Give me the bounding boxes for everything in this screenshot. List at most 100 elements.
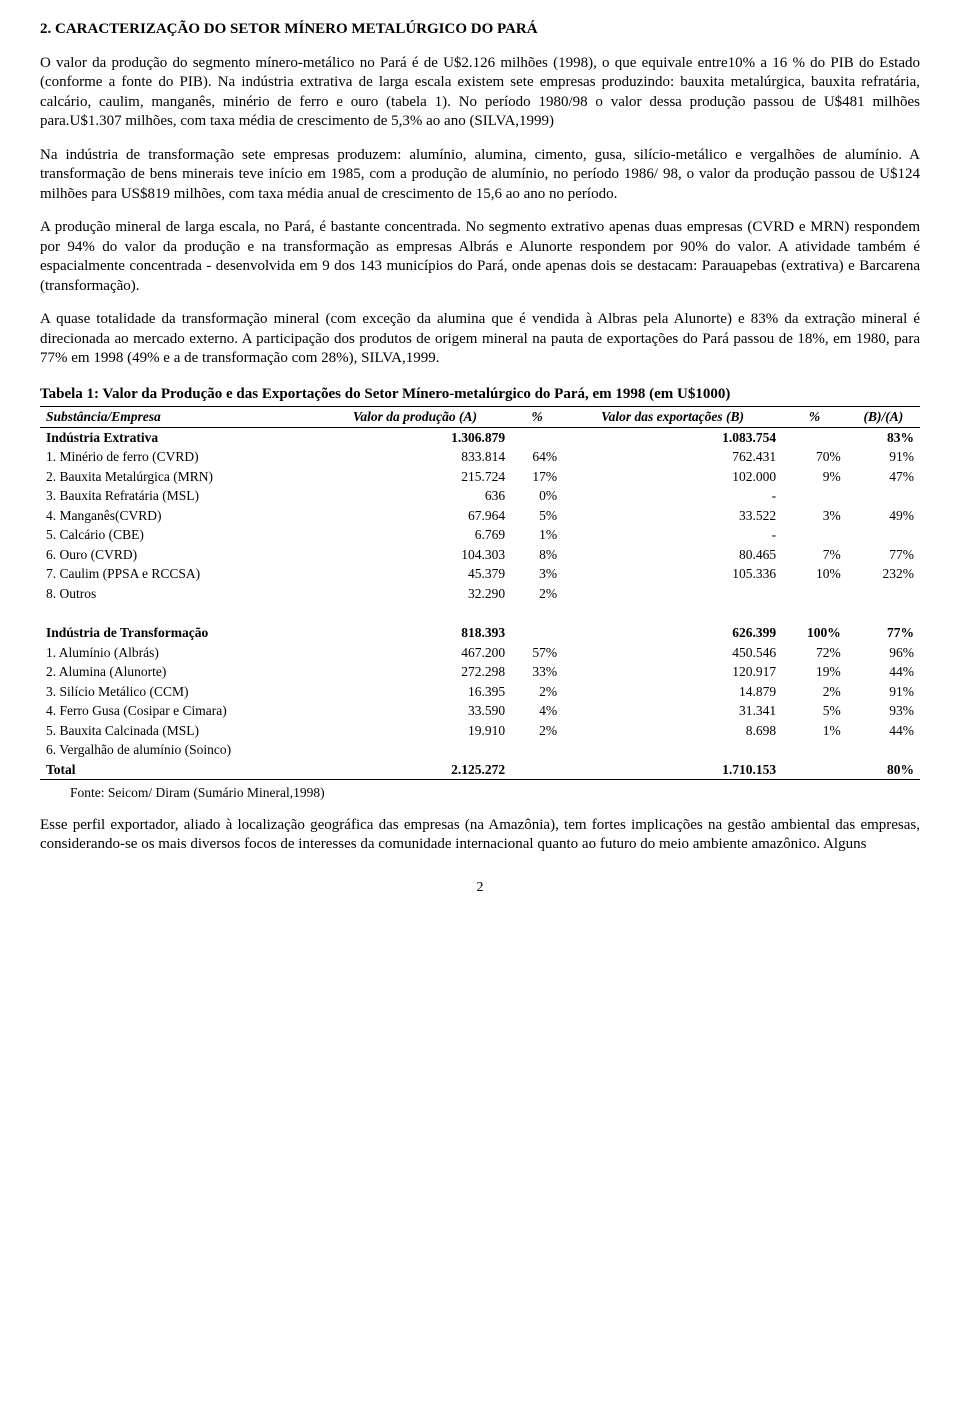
cell-ratio: 232% <box>847 564 920 584</box>
paragraph-5: Esse perfil exportador, aliado à localiz… <box>40 816 920 855</box>
cell-ratio: 44% <box>847 721 920 741</box>
group-label: Indústria Extrativa <box>40 427 319 447</box>
cell-pct-a: 1% <box>511 525 563 545</box>
cell-name: 6. Vergalhão de alumínio (Soinco) <box>40 740 319 760</box>
cell-name: 1. Alumínio (Albrás) <box>40 643 319 663</box>
cell-name: 3. Silício Metálico (CCM) <box>40 682 319 702</box>
cell-pct-a: 2% <box>511 584 563 604</box>
cell-pct-b <box>782 740 847 760</box>
cell-pct-a: 17% <box>511 467 563 487</box>
cell-val-a: 32.290 <box>319 584 511 604</box>
group-val-b: 1.083.754 <box>563 427 782 447</box>
cell-name: 2. Alumina (Alunorte) <box>40 662 319 682</box>
cell-val-b: 105.336 <box>563 564 782 584</box>
cell-pct-a: 2% <box>511 682 563 702</box>
paragraph-2: Na indústria de transformação sete empre… <box>40 146 920 205</box>
cell-ratio: 93% <box>847 701 920 721</box>
cell-val-b: 102.000 <box>563 467 782 487</box>
table-header-row: Substância/Empresa Valor da produção (A)… <box>40 407 920 428</box>
cell-ratio: 47% <box>847 467 920 487</box>
cell-pct-a: 0% <box>511 486 563 506</box>
total-row: Total 2.125.272 1.710.153 80% <box>40 760 920 780</box>
cell-val-a: 19.910 <box>319 721 511 741</box>
cell-pct-b: 7% <box>782 545 847 565</box>
cell-val-a: 272.298 <box>319 662 511 682</box>
total-val-a: 2.125.272 <box>319 760 511 780</box>
cell-name: 6. Ouro (CVRD) <box>40 545 319 565</box>
cell-name: 5. Bauxita Calcinada (MSL) <box>40 721 319 741</box>
section-title: 2. CARACTERIZAÇÃO DO SETOR MÍNERO METALÚ… <box>40 20 920 40</box>
col-header-substance: Substância/Empresa <box>40 407 319 428</box>
cell-val-a: 467.200 <box>319 643 511 663</box>
cell-val-a: 636 <box>319 486 511 506</box>
cell-ratio <box>847 525 920 545</box>
cell-pct-b: 10% <box>782 564 847 584</box>
cell-val-a: 6.769 <box>319 525 511 545</box>
cell-ratio: 44% <box>847 662 920 682</box>
total-ratio: 80% <box>847 760 920 780</box>
cell-val-a: 833.814 <box>319 447 511 467</box>
paragraph-4: A quase totalidade da transformação mine… <box>40 310 920 369</box>
cell-val-b: - <box>563 525 782 545</box>
cell-name: 7. Caulim (PPSA e RCCSA) <box>40 564 319 584</box>
cell-val-b <box>563 740 782 760</box>
cell-val-a: 104.303 <box>319 545 511 565</box>
cell-val-b: 8.698 <box>563 721 782 741</box>
col-header-pct-a: % <box>511 407 563 428</box>
group-ratio: 77% <box>847 623 920 643</box>
cell-pct-a: 64% <box>511 447 563 467</box>
cell-ratio: 91% <box>847 447 920 467</box>
col-header-val-b: Valor das exportações (B) <box>563 407 782 428</box>
cell-ratio: 91% <box>847 682 920 702</box>
total-label: Total <box>40 760 319 780</box>
table-source: Fonte: Seicom/ Diram (Sumário Mineral,19… <box>70 784 920 802</box>
group-val-a: 818.393 <box>319 623 511 643</box>
cell-val-a: 45.379 <box>319 564 511 584</box>
cell-val-a: 67.964 <box>319 506 511 526</box>
table-row: 1. Alumínio (Albrás)467.20057%450.54672%… <box>40 643 920 663</box>
cell-val-b: 80.465 <box>563 545 782 565</box>
table-row: 2. Bauxita Metalúrgica (MRN)215.72417%10… <box>40 467 920 487</box>
cell-name: 2. Bauxita Metalúrgica (MRN) <box>40 467 319 487</box>
table-row: 4. Ferro Gusa (Cosipar e Cimara)33.5904%… <box>40 701 920 721</box>
cell-ratio: 96% <box>847 643 920 663</box>
cell-val-a <box>319 740 511 760</box>
cell-name: 4. Manganês(CVRD) <box>40 506 319 526</box>
table-row: 6. Ouro (CVRD)104.3038%80.4657%77% <box>40 545 920 565</box>
cell-pct-b: 9% <box>782 467 847 487</box>
cell-name: 1. Minério de ferro (CVRD) <box>40 447 319 467</box>
cell-pct-b: 70% <box>782 447 847 467</box>
table-row: 4. Manganês(CVRD)67.9645%33.5223%49% <box>40 506 920 526</box>
cell-pct-a: 57% <box>511 643 563 663</box>
cell-name: 4. Ferro Gusa (Cosipar e Cimara) <box>40 701 319 721</box>
cell-val-b: 14.879 <box>563 682 782 702</box>
col-header-pct-b: % <box>782 407 847 428</box>
group-pct-b: 100% <box>782 623 847 643</box>
group-val-a: 1.306.879 <box>319 427 511 447</box>
table-row: 2. Alumina (Alunorte)272.29833%120.91719… <box>40 662 920 682</box>
cell-val-b: 31.341 <box>563 701 782 721</box>
cell-val-a: 215.724 <box>319 467 511 487</box>
table-row: 3. Bauxita Refratária (MSL)6360%- <box>40 486 920 506</box>
cell-val-b: 33.522 <box>563 506 782 526</box>
group-row-transformacao: Indústria de Transformação 818.393 626.3… <box>40 623 920 643</box>
cell-pct-b: 1% <box>782 721 847 741</box>
table-row: 6. Vergalhão de alumínio (Soinco) <box>40 740 920 760</box>
cell-name: 5. Calcário (CBE) <box>40 525 319 545</box>
cell-ratio <box>847 486 920 506</box>
table-row: 3. Silício Metálico (CCM)16.3952%14.8792… <box>40 682 920 702</box>
col-header-ratio: (B)/(A) <box>847 407 920 428</box>
cell-pct-a <box>511 740 563 760</box>
cell-val-b: 450.546 <box>563 643 782 663</box>
cell-pct-a: 8% <box>511 545 563 565</box>
cell-pct-b: 2% <box>782 682 847 702</box>
table-row: 5. Calcário (CBE)6.7691%- <box>40 525 920 545</box>
page-number: 2 <box>40 879 920 897</box>
table-row: 1. Minério de ferro (CVRD)833.81464%762.… <box>40 447 920 467</box>
table-row: 8. Outros32.2902% <box>40 584 920 604</box>
group-label: Indústria de Transformação <box>40 623 319 643</box>
col-header-val-a: Valor da produção (A) <box>319 407 511 428</box>
paragraph-3: A produção mineral de larga escala, no P… <box>40 218 920 296</box>
cell-val-b: 120.917 <box>563 662 782 682</box>
paragraph-1: O valor da produção do segmento mínero-m… <box>40 54 920 132</box>
